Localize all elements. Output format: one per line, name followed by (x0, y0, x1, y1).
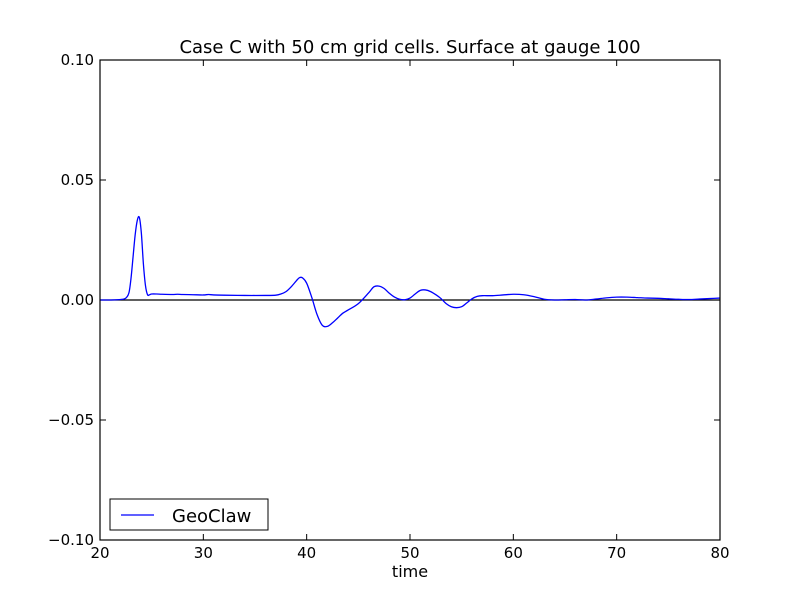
legend-label-geoclaw: GeoClaw (172, 506, 251, 527)
x-tick-label: 60 (504, 544, 523, 562)
plot-frame (99, 59, 721, 541)
y-tick-label: 0.05 (61, 171, 94, 189)
y-tick-label: 0.10 (61, 51, 94, 69)
x-tick-label: 70 (607, 544, 626, 562)
y-tick-labels: −0.10 −0.05 0.00 0.05 0.10 (48, 51, 94, 549)
x-tick-labels: 20 30 40 50 60 70 80 (90, 544, 729, 562)
series-line-geoclaw (99, 215, 721, 328)
y-tick-label: −0.05 (48, 411, 94, 429)
x-tick-label: 40 (297, 544, 316, 562)
x-tick-label: 50 (400, 544, 419, 562)
legend: GeoClaw (109, 498, 269, 531)
y-tick-label: 0.00 (61, 291, 94, 309)
x-axis-label: time (392, 562, 428, 581)
x-tick-label: 30 (194, 544, 213, 562)
x-tick-label: 20 (90, 544, 109, 562)
x-tick-label: 80 (710, 544, 729, 562)
y-tick-label: −0.10 (48, 531, 94, 549)
chart-title: Case C with 50 cm grid cells. Surface at… (179, 37, 640, 58)
